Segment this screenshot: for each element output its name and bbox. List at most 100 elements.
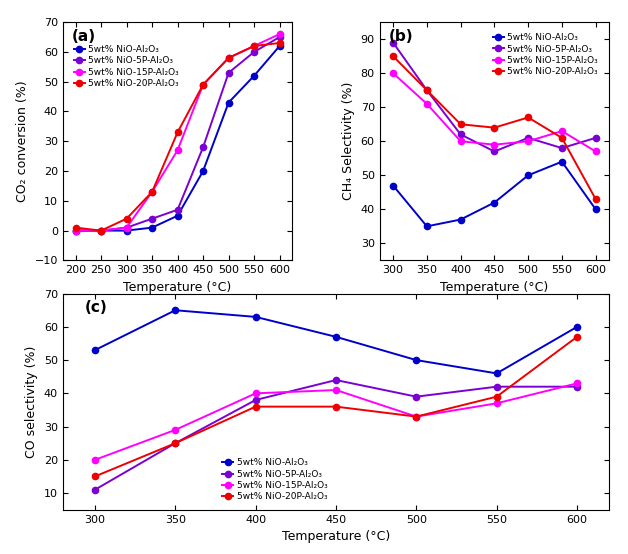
- 5wt% NiO-20P-Al₂O₃: [493, 393, 501, 400]
- 5wt% NiO-15P-Al₂O₃: [174, 147, 181, 153]
- Line: 5wt% NiO-5P-Al₂O₃: 5wt% NiO-5P-Al₂O₃: [92, 377, 580, 493]
- 5wt% NiO-20P-Al₂O₃: [592, 196, 599, 202]
- 5wt% NiO-20P-Al₂O₃: [276, 40, 283, 47]
- 5wt% NiO-15P-Al₂O₃: [225, 54, 232, 61]
- 5wt% NiO-Al₂O₃: [558, 158, 566, 165]
- 5wt% NiO-Al₂O₃: [91, 347, 99, 353]
- 5wt% NiO-20P-Al₂O₃: [174, 129, 181, 136]
- Y-axis label: CO selectivity (%): CO selectivity (%): [25, 346, 38, 458]
- 5wt% NiO-Al₂O₃: [389, 182, 397, 189]
- 5wt% NiO-20P-Al₂O₃: [72, 224, 79, 231]
- 5wt% NiO-15P-Al₂O₃: [199, 81, 207, 88]
- Line: 5wt% NiO-5P-Al₂O₃: 5wt% NiO-5P-Al₂O₃: [72, 34, 283, 234]
- X-axis label: Temperature (°C): Temperature (°C): [282, 530, 390, 543]
- 5wt% NiO-Al₂O₃: [174, 212, 181, 219]
- Line: 5wt% NiO-Al₂O₃: 5wt% NiO-Al₂O₃: [390, 158, 598, 229]
- 5wt% NiO-20P-Al₂O₃: [171, 440, 179, 447]
- Text: (c): (c): [85, 300, 107, 315]
- 5wt% NiO-20P-Al₂O₃: [91, 473, 99, 480]
- 5wt% NiO-5P-Al₂O₃: [457, 131, 464, 138]
- 5wt% NiO-5P-Al₂O₃: [493, 383, 501, 390]
- 5wt% NiO-5P-Al₂O₃: [199, 144, 207, 151]
- 5wt% NiO-20P-Al₂O₃: [251, 43, 258, 49]
- 5wt% NiO-15P-Al₂O₃: [332, 387, 340, 393]
- 5wt% NiO-Al₂O₃: [225, 99, 232, 106]
- 5wt% NiO-5P-Al₂O₃: [524, 135, 532, 141]
- 5wt% NiO-Al₂O₃: [592, 206, 599, 213]
- 5wt% NiO-Al₂O₃: [490, 199, 498, 206]
- 5wt% NiO-15P-Al₂O₃: [413, 413, 420, 420]
- Text: (a): (a): [72, 29, 96, 44]
- 5wt% NiO-Al₂O₃: [332, 334, 340, 340]
- 5wt% NiO-Al₂O₃: [123, 227, 131, 234]
- 5wt% NiO-20P-Al₂O₃: [457, 121, 464, 127]
- 5wt% NiO-Al₂O₃: [423, 223, 431, 230]
- 5wt% NiO-5P-Al₂O₃: [558, 145, 566, 151]
- Legend: 5wt% NiO-Al₂O₃, 5wt% NiO-5P-Al₂O₃, 5wt% NiO-15P-Al₂O₃, 5wt% NiO-20P-Al₂O₃: 5wt% NiO-Al₂O₃, 5wt% NiO-5P-Al₂O₃, 5wt% …: [72, 43, 181, 90]
- Line: 5wt% NiO-15P-Al₂O₃: 5wt% NiO-15P-Al₂O₃: [92, 380, 580, 463]
- 5wt% NiO-15P-Al₂O₃: [524, 138, 532, 145]
- 5wt% NiO-20P-Al₂O₃: [573, 334, 581, 340]
- 5wt% NiO-5P-Al₂O₃: [97, 227, 105, 234]
- 5wt% NiO-Al₂O₃: [72, 227, 79, 234]
- 5wt% NiO-Al₂O₃: [171, 307, 179, 314]
- 5wt% NiO-20P-Al₂O₃: [389, 53, 397, 59]
- X-axis label: Temperature (°C): Temperature (°C): [440, 281, 548, 294]
- 5wt% NiO-20P-Al₂O₃: [252, 403, 259, 410]
- 5wt% NiO-5P-Al₂O₃: [592, 135, 599, 141]
- Text: (b): (b): [389, 29, 413, 44]
- 5wt% NiO-15P-Al₂O₃: [490, 141, 498, 148]
- 5wt% NiO-Al₂O₃: [524, 172, 532, 178]
- 5wt% NiO-20P-Al₂O₃: [490, 124, 498, 131]
- 5wt% NiO-5P-Al₂O₃: [252, 397, 259, 403]
- 5wt% NiO-15P-Al₂O₃: [171, 427, 179, 433]
- Legend: 5wt% NiO-Al₂O₃, 5wt% NiO-5P-Al₂O₃, 5wt% NiO-15P-Al₂O₃, 5wt% NiO-20P-Al₂O₃: 5wt% NiO-Al₂O₃, 5wt% NiO-5P-Al₂O₃, 5wt% …: [491, 32, 600, 78]
- 5wt% NiO-5P-Al₂O₃: [91, 486, 99, 493]
- 5wt% NiO-5P-Al₂O₃: [123, 224, 131, 231]
- 5wt% NiO-Al₂O₃: [252, 314, 259, 320]
- 5wt% NiO-5P-Al₂O₃: [332, 377, 340, 383]
- 5wt% NiO-20P-Al₂O₃: [199, 81, 207, 88]
- 5wt% NiO-Al₂O₃: [276, 43, 283, 49]
- 5wt% NiO-15P-Al₂O₃: [423, 100, 431, 107]
- 5wt% NiO-5P-Al₂O₃: [276, 34, 283, 40]
- 5wt% NiO-5P-Al₂O₃: [171, 440, 179, 447]
- 5wt% NiO-5P-Al₂O₃: [148, 216, 156, 222]
- Line: 5wt% NiO-Al₂O₃: 5wt% NiO-Al₂O₃: [72, 43, 283, 234]
- 5wt% NiO-20P-Al₂O₃: [148, 188, 156, 195]
- 5wt% NiO-15P-Al₂O₃: [389, 70, 397, 76]
- 5wt% NiO-Al₂O₃: [493, 370, 501, 377]
- 5wt% NiO-15P-Al₂O₃: [558, 128, 566, 135]
- 5wt% NiO-15P-Al₂O₃: [251, 43, 258, 49]
- 5wt% NiO-20P-Al₂O₃: [423, 87, 431, 94]
- 5wt% NiO-5P-Al₂O₃: [573, 383, 581, 390]
- 5wt% NiO-20P-Al₂O₃: [123, 216, 131, 222]
- 5wt% NiO-5P-Al₂O₃: [174, 207, 181, 213]
- 5wt% NiO-Al₂O₃: [199, 168, 207, 175]
- 5wt% NiO-15P-Al₂O₃: [123, 224, 131, 231]
- Line: 5wt% NiO-5P-Al₂O₃: 5wt% NiO-5P-Al₂O₃: [390, 39, 598, 155]
- 5wt% NiO-20P-Al₂O₃: [332, 403, 340, 410]
- 5wt% NiO-Al₂O₃: [251, 73, 258, 79]
- Line: 5wt% NiO-20P-Al₂O₃: 5wt% NiO-20P-Al₂O₃: [92, 334, 580, 480]
- 5wt% NiO-Al₂O₃: [457, 216, 464, 223]
- 5wt% NiO-20P-Al₂O₃: [413, 413, 420, 420]
- Line: 5wt% NiO-20P-Al₂O₃: 5wt% NiO-20P-Al₂O₃: [72, 40, 283, 234]
- 5wt% NiO-5P-Al₂O₃: [72, 227, 79, 234]
- 5wt% NiO-Al₂O₃: [97, 227, 105, 234]
- X-axis label: Temperature (°C): Temperature (°C): [124, 281, 232, 294]
- 5wt% NiO-15P-Al₂O₃: [573, 380, 581, 387]
- Line: 5wt% NiO-15P-Al₂O₃: 5wt% NiO-15P-Al₂O₃: [72, 31, 283, 234]
- Line: 5wt% NiO-20P-Al₂O₃: 5wt% NiO-20P-Al₂O₃: [390, 53, 598, 202]
- 5wt% NiO-15P-Al₂O₃: [252, 390, 259, 397]
- 5wt% NiO-15P-Al₂O₃: [72, 227, 79, 234]
- Y-axis label: CH₄ Selectivity (%): CH₄ Selectivity (%): [342, 82, 355, 201]
- Y-axis label: CO₂ conversion (%): CO₂ conversion (%): [16, 80, 29, 202]
- 5wt% NiO-15P-Al₂O₃: [97, 227, 105, 234]
- 5wt% NiO-Al₂O₃: [148, 224, 156, 231]
- 5wt% NiO-20P-Al₂O₃: [524, 114, 532, 121]
- 5wt% NiO-5P-Al₂O₃: [413, 393, 420, 400]
- 5wt% NiO-15P-Al₂O₃: [91, 456, 99, 463]
- Line: 5wt% NiO-15P-Al₂O₃: 5wt% NiO-15P-Al₂O₃: [390, 70, 598, 155]
- Line: 5wt% NiO-Al₂O₃: 5wt% NiO-Al₂O₃: [92, 307, 580, 377]
